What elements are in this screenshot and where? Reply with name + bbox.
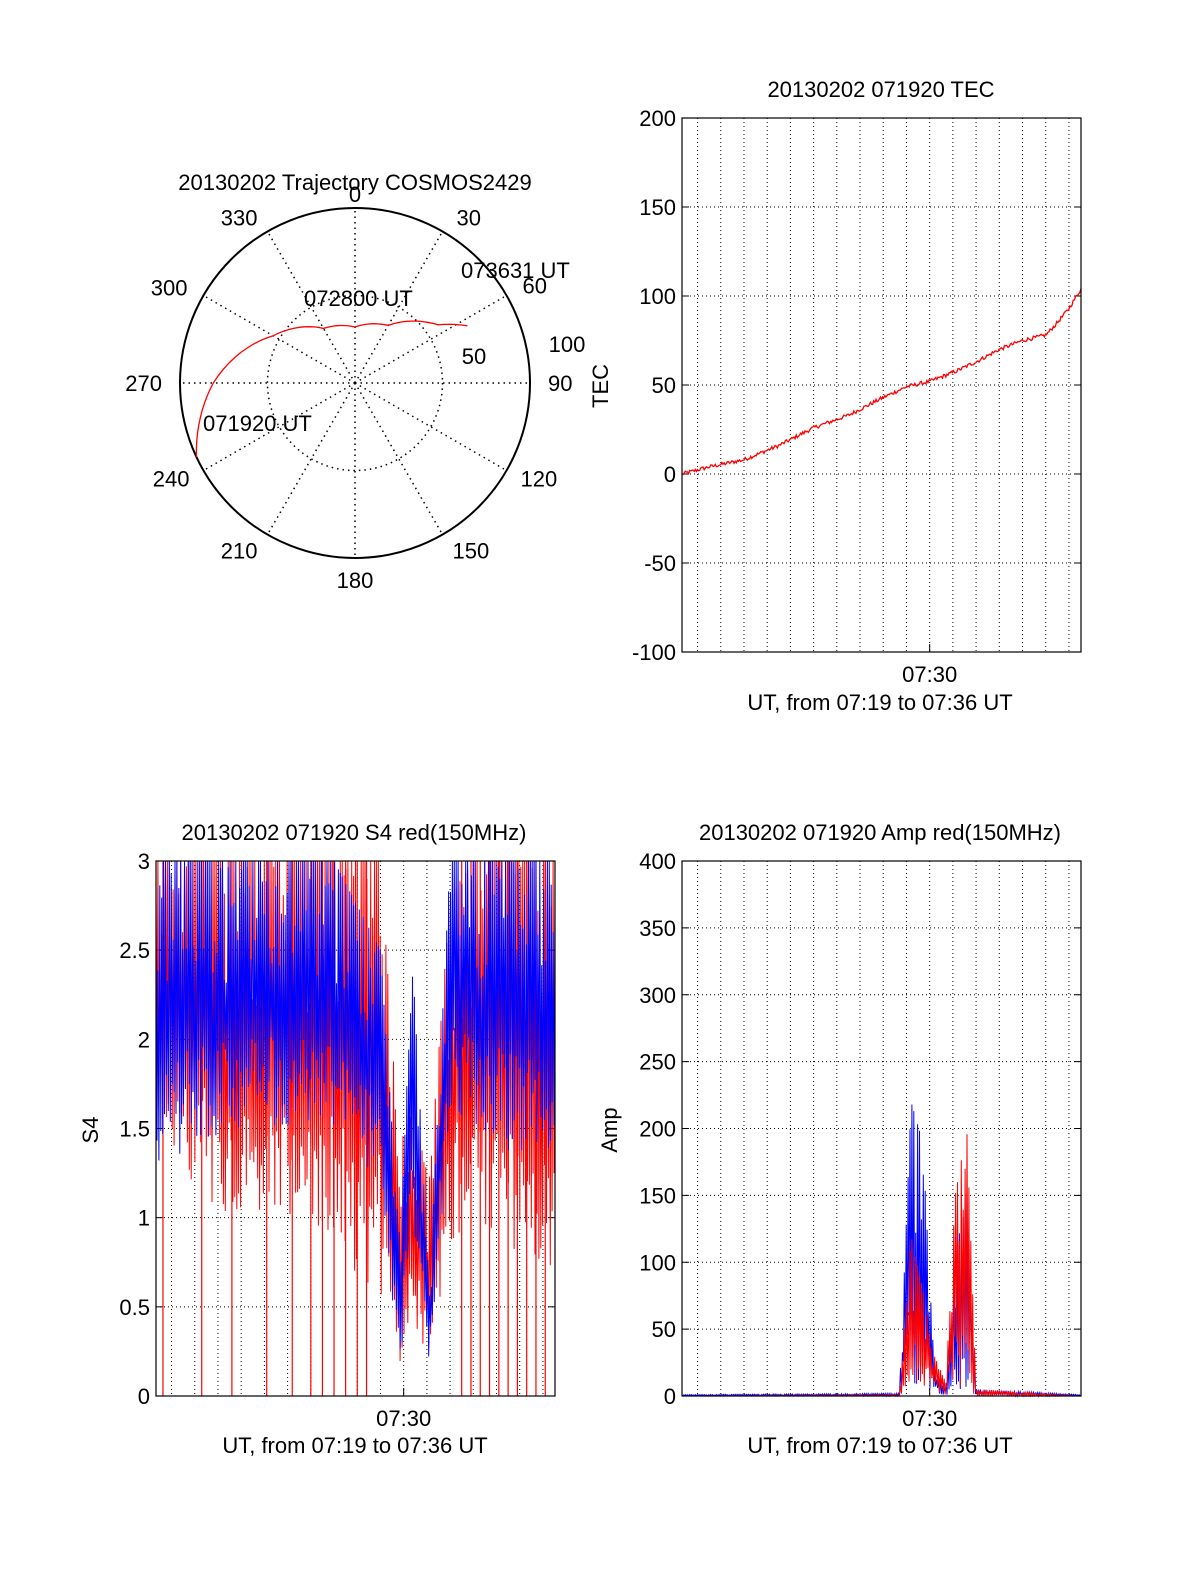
polar-spoke (354, 382, 444, 535)
polar-annotations: 071920 UT 072800 UT 073631 UT (203, 258, 570, 436)
p3-ytick-label: 400 (639, 849, 676, 874)
polar-angle-label: 60 (523, 274, 547, 299)
polar-angle-label: 120 (521, 467, 558, 492)
p1-ytick-label: 50 (652, 373, 676, 398)
p3-ytick-label: 300 (639, 983, 676, 1008)
polar-angle-label: 300 (151, 276, 188, 301)
amp-panel: 20130202 071920 Amp red(150MHz) Amp UT, … (597, 820, 1082, 1458)
s4-xlabel: UT, from 07:19 to 07:36 UT (222, 1433, 487, 1458)
polar-radial-label: 100 (549, 332, 586, 357)
p3-ytick-label: 100 (639, 1250, 676, 1275)
p1-ytick-label: 200 (639, 106, 676, 131)
s4-panel: 20130202 071920 S4 red(150MHz) S4 UT, fr… (78, 820, 556, 1458)
tec-xlabel: UT, from 07:19 to 07:36 UT (747, 690, 1012, 715)
p1-ytick-label: -100 (632, 640, 676, 665)
p3-series-line (681, 1104, 1082, 1398)
s4-title: 20130202 071920 S4 red(150MHz) (182, 820, 527, 845)
amp-title: 20130202 071920 Amp red(150MHz) (699, 820, 1061, 845)
p2-frame (155, 860, 556, 1397)
p2-ytick-label: 2.5 (119, 938, 150, 963)
p1-series-line (681, 288, 1082, 476)
p2-ytick-label: 0 (138, 1384, 150, 1409)
amp-xlabel: UT, from 07:19 to 07:36 UT (747, 1433, 1012, 1458)
p3-series-line (682, 1134, 1081, 1398)
polar-angle-label: 330 (221, 205, 258, 230)
p3-ytick-label: 0 (664, 1384, 676, 1409)
polar-radial-label: 50 (462, 344, 486, 369)
p2-ytick-label: 2 (138, 1027, 150, 1052)
p3-ytick-label: 50 (652, 1317, 676, 1342)
p1-ytick-label: 0 (664, 462, 676, 487)
polar-angle-label: 270 (125, 371, 162, 396)
polar-annotation: 071920 UT (203, 411, 312, 436)
p3-ytick-label: 250 (639, 1050, 676, 1075)
polar-grid (179, 207, 531, 559)
polar-trajectory-line (195, 320, 468, 457)
polar-annotation: 072800 UT (304, 286, 413, 311)
polar-spoke (354, 382, 507, 472)
p2-ytick-label: 0.5 (119, 1295, 150, 1320)
p3-ytick-label: 350 (639, 916, 676, 941)
tec-ylabel: TEC (588, 364, 613, 408)
p1-ytick-label: 150 (639, 195, 676, 220)
polar-title: 20130202 Trajectory COSMOS2429 (178, 170, 531, 195)
p1-frame (681, 117, 1082, 653)
p2-series-line (155, 860, 556, 1357)
tec-panel: 20130202 071920 TEC TEC UT, from 07:19 t… (588, 77, 1082, 715)
amp-ylabel: Amp (597, 1107, 622, 1152)
polar-angle-label: 90 (548, 371, 572, 396)
polar-ring-50 (266, 294, 444, 472)
polar-angle-label: 180 (337, 568, 374, 593)
polar-trajectory-panel: 20130202 Trajectory COSMOS2429 0 30 60 90 12… (125, 170, 585, 593)
p2-ytick-label: 1.5 (119, 1117, 150, 1142)
polar-annotation: 073631 UT (461, 258, 570, 283)
p3-ytick-label: 200 (639, 1117, 676, 1142)
tec-title: 20130202 071920 TEC (767, 77, 994, 102)
polar-angle-label: 150 (453, 539, 490, 564)
polar-angle-labels: 0 30 60 90 120 150 180 210 240 270 300 330 50 100 (125, 182, 585, 593)
p3-xtick-label: 07:30 (902, 1406, 957, 1431)
s4-ylabel: S4 (78, 1117, 103, 1144)
polar-outer-circle (179, 207, 531, 559)
p1-ytick-label: 100 (639, 284, 676, 309)
p2-ytick-label: 1 (138, 1206, 150, 1231)
polar-angle-label: 210 (221, 539, 258, 564)
p1-ytick-label: -50 (644, 551, 676, 576)
p3-ytick-label: 150 (639, 1183, 676, 1208)
polar-angle-label: 0 (349, 182, 361, 207)
p2-ytick-label: 3 (138, 849, 150, 874)
polar-angle-label: 30 (457, 205, 481, 230)
polar-trajectory-series (195, 320, 468, 457)
polar-angle-label: 240 (153, 467, 190, 492)
p1-xtick-label: 07:30 (902, 662, 957, 687)
polar-spoke (266, 382, 356, 535)
p2-xtick-label: 07:30 (376, 1406, 431, 1431)
p3-frame (681, 860, 1082, 1397)
